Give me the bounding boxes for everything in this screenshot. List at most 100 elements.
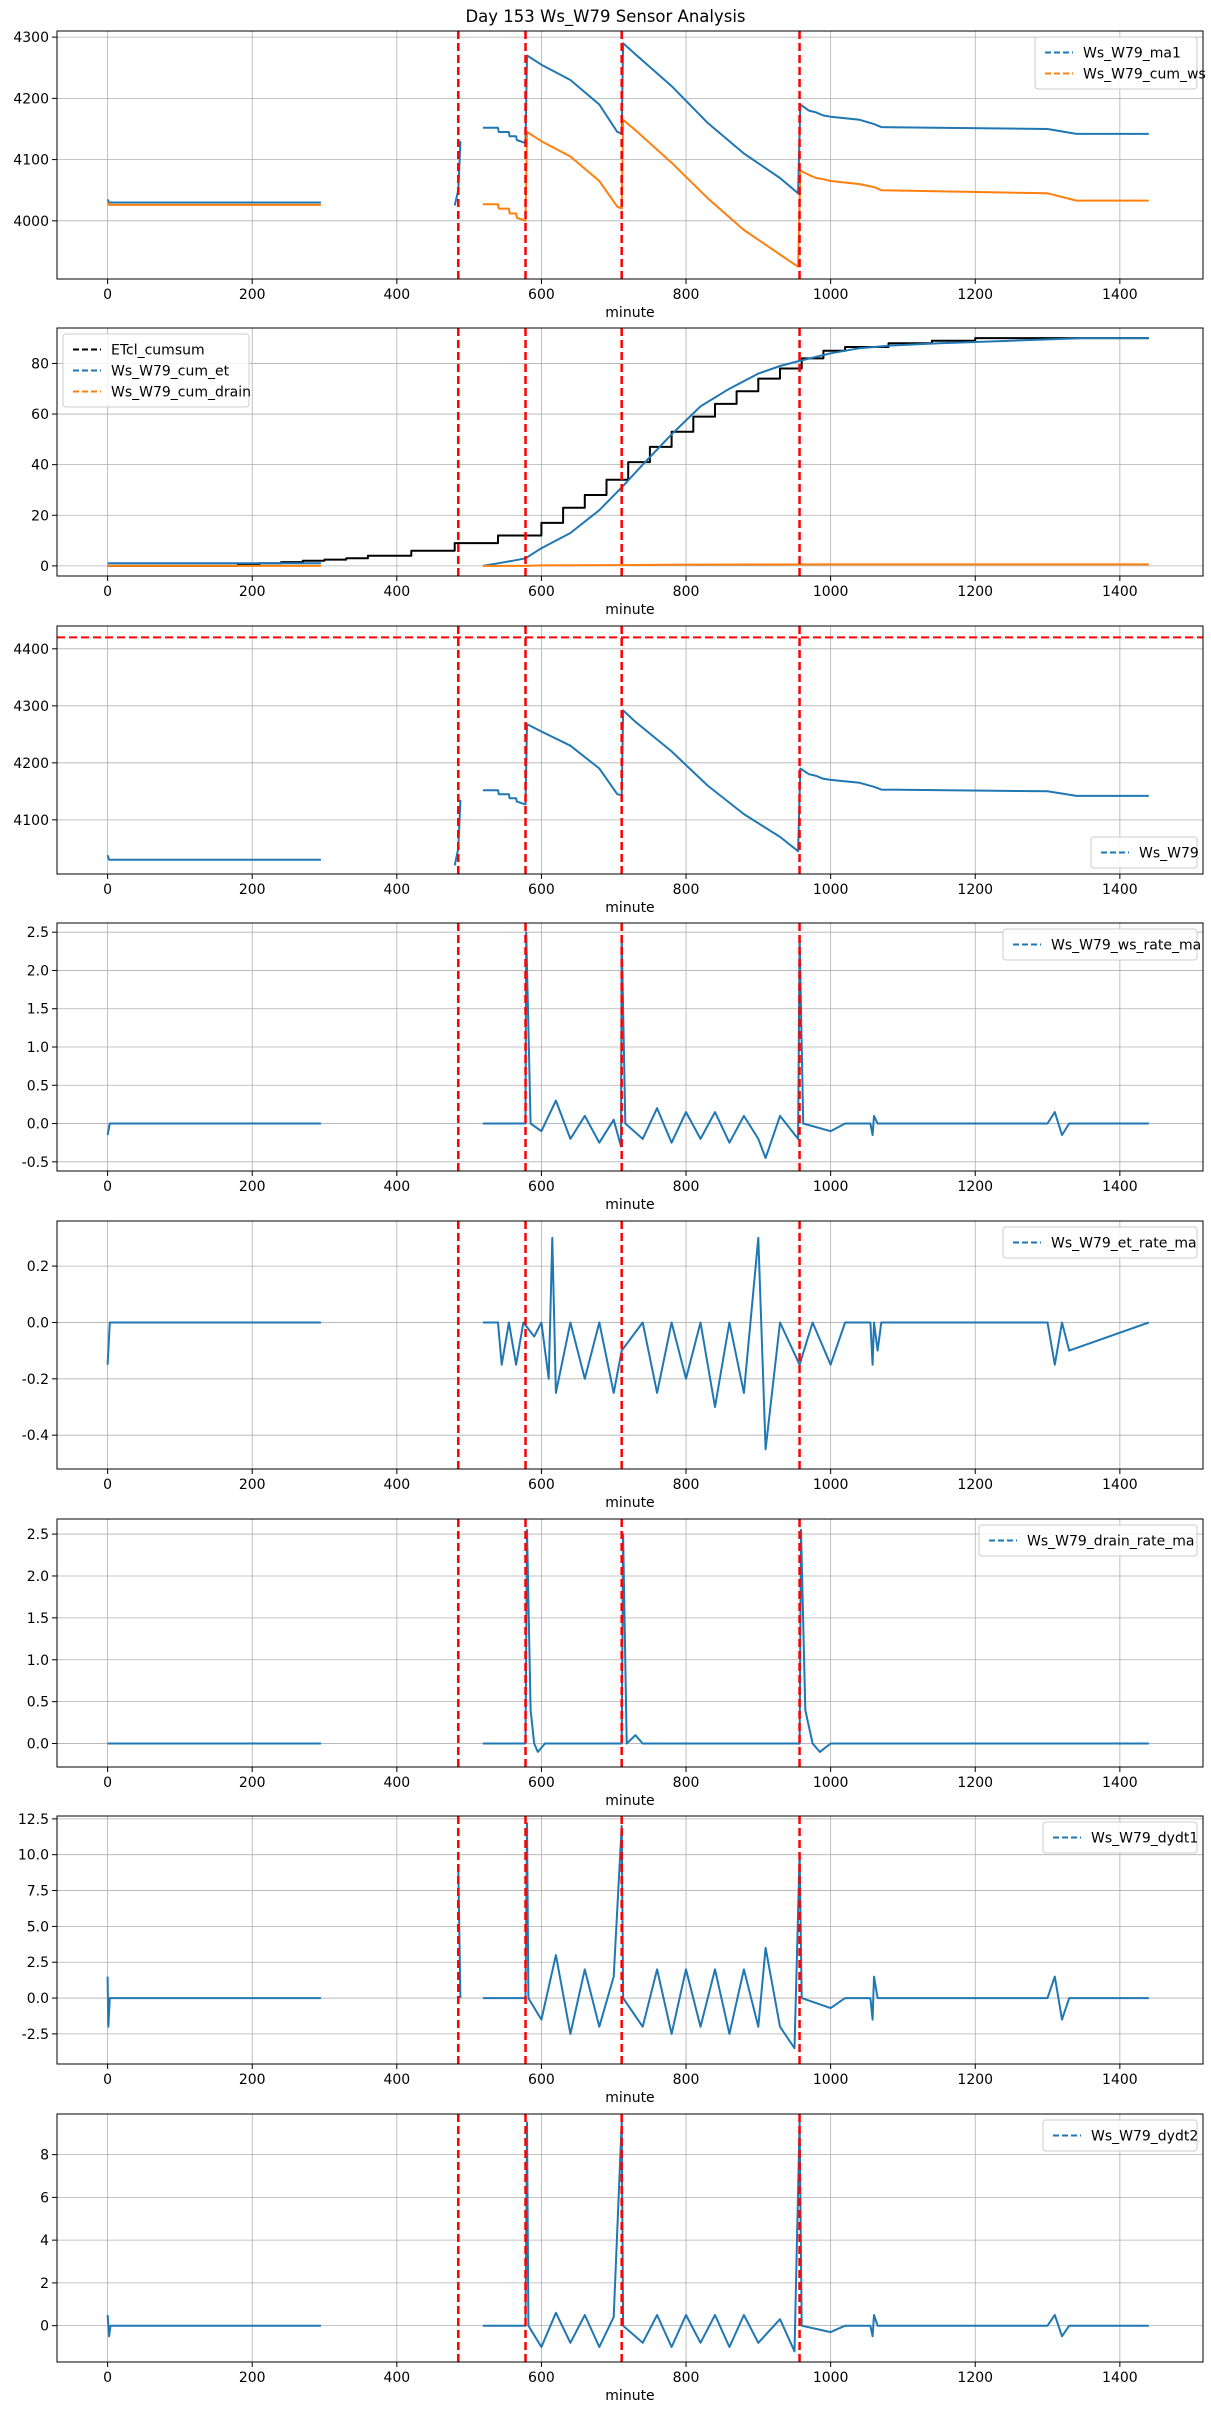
legend-entry: Ws_W79_cum_drain [111, 385, 251, 401]
series-line-Ws_W79_ws_rate_ma [106, 931, 1149, 1159]
x-tick-label: 0 [103, 1477, 112, 1493]
x-tick-label: 200 [239, 882, 266, 898]
x-tick-label: 400 [383, 1775, 410, 1791]
x-tick-label: 1400 [1102, 1775, 1138, 1791]
x-tick-label: 1000 [813, 584, 849, 600]
axes-frame [56, 1815, 1204, 2065]
subplot-4: 0 200 400 600 800 1000 1200 1400 -0.5 0.0 0.5 1.0 1.… [22, 922, 1204, 1213]
y-tick-label: 80 [31, 356, 49, 372]
x-tick-label: 600 [528, 1179, 555, 1195]
x-tick-label: 0 [103, 2072, 112, 2088]
y-tick-label: 4400 [13, 642, 49, 658]
legend-box [1002, 1226, 1198, 1259]
legend: Ws_W79 [1090, 836, 1199, 869]
y-tick-label: 2.5 [27, 1955, 49, 1971]
x-tick-label: 1200 [957, 1179, 993, 1195]
x-tick-label: 400 [383, 287, 410, 303]
y-tick-label: 2 [40, 2276, 49, 2292]
series-line-Ws_W79_dydt2 [106, 2121, 1149, 2353]
subplot-6: 0 200 400 600 800 1000 1200 1400 0.0 0.5 1.0 1.5 2.0… [27, 1518, 1204, 1809]
x-tick-label: 1000 [813, 1775, 849, 1791]
series-line-Ws_W79_et_rate_ma [106, 1236, 1150, 1451]
y-tick-label: 2.0 [27, 1569, 49, 1585]
axes-frame [56, 2113, 1204, 2363]
legend-entry: Ws_W79_dydt2 [1091, 2129, 1198, 2145]
y-tick-label: 0.0 [27, 1117, 49, 1133]
x-tick-label: 200 [239, 1179, 266, 1195]
subplot-2: 0 200 400 600 800 1000 1200 1400 0 20 40 60 80 minute… [31, 327, 1204, 618]
plot-area [106, 923, 1149, 1171]
x-axis-label: minute [605, 1197, 654, 1213]
y-tick-label: 0 [40, 2319, 49, 2335]
axes-frame [56, 30, 1204, 280]
x-tick-label: 600 [528, 882, 555, 898]
y-tick-label: 1.0 [27, 1653, 49, 1669]
series-line-Ws_W79_dydt1 [106, 1822, 1149, 2050]
legend-entry: Ws_W79_cum_et [111, 364, 230, 380]
legend-box [1042, 2119, 1198, 2152]
legend-box [62, 333, 250, 408]
x-tick-label: 200 [239, 2072, 266, 2088]
y-tick-label: 0 [40, 559, 49, 575]
series-line-Ws_W79 [106, 709, 1149, 866]
subplot-3: 0 200 400 600 800 1000 1200 1400 4100 4200 4300 440… [13, 625, 1204, 916]
x-tick-label: 600 [528, 1477, 555, 1493]
x-tick-label: 0 [103, 584, 112, 600]
y-tick-label: 4200 [13, 91, 49, 107]
y-tick-label: 0.5 [27, 1078, 49, 1094]
x-tick-label: 1400 [1102, 882, 1138, 898]
x-tick-label: 800 [673, 2370, 700, 2386]
x-tick-label: 1200 [957, 1477, 993, 1493]
y-tick-label: 2.0 [27, 963, 49, 979]
y-tick-label: 40 [31, 458, 49, 474]
y-tick-label: 8 [40, 2148, 49, 2164]
x-tick-label: 800 [673, 2072, 700, 2088]
x-tick-label: 400 [383, 2370, 410, 2386]
legend: Ws_W79_ws_rate_ma [1002, 928, 1201, 961]
x-tick-label: 1400 [1102, 1179, 1138, 1195]
x-tick-label: 1400 [1102, 584, 1138, 600]
legend: Ws_W79_dydt1 [1042, 1821, 1198, 1854]
x-tick-label: 1200 [957, 1775, 993, 1791]
x-tick-label: 200 [239, 287, 266, 303]
legend-box [1090, 836, 1198, 869]
y-tick-label: 4100 [13, 813, 49, 829]
subplot-8: 0 200 400 600 800 1000 1200 1400 0 2 4 6 8 minute Ws_W… [40, 2113, 1204, 2404]
y-tick-label: 0.0 [27, 1737, 49, 1753]
legend: Ws_W79_dydt2 [1042, 2119, 1198, 2152]
x-tick-label: 1000 [813, 287, 849, 303]
axes-frame [56, 625, 1204, 875]
y-tick-label: 1.0 [27, 1040, 49, 1056]
x-tick-label: 400 [383, 584, 410, 600]
y-tick-label: 12.5 [18, 1812, 49, 1828]
legend-entry: Ws_W79_drain_rate_ma [1027, 1534, 1194, 1550]
y-tick-label: 4 [40, 2233, 49, 2249]
y-tick-label: 4000 [13, 214, 49, 230]
axes-frame [56, 327, 1204, 577]
subplot-5: 0 200 400 600 800 1000 1200 1400 -0.4 -0.2 0.0 0.2 m… [22, 1220, 1204, 1511]
legend-box [1042, 1821, 1198, 1854]
y-tick-label: 0.2 [27, 1259, 49, 1275]
x-tick-label: 1400 [1102, 287, 1138, 303]
legend: Ws_W79_ma1 Ws_W79_cum_ws [1034, 36, 1206, 90]
x-tick-label: 600 [528, 584, 555, 600]
y-tick-label: 4100 [13, 153, 49, 169]
x-tick-label: 400 [383, 2072, 410, 2088]
x-tick-label: 1200 [957, 2370, 993, 2386]
x-tick-label: 800 [673, 1477, 700, 1493]
series-line-Ws_W79_cum_et [107, 337, 1149, 567]
x-axis-label: minute [605, 2388, 654, 2404]
plot-area [106, 1221, 1150, 1469]
y-tick-label: 5.0 [27, 1919, 49, 1935]
x-tick-label: 600 [528, 287, 555, 303]
axes-frame [56, 1220, 1204, 1470]
y-tick-label: 6 [40, 2190, 49, 2206]
y-tick-label: 60 [31, 407, 49, 423]
y-tick-label: 7.5 [27, 1884, 49, 1900]
x-tick-label: 200 [239, 584, 266, 600]
legend: Ws_W79_drain_rate_ma [978, 1524, 1198, 1557]
x-tick-label: 1000 [813, 1477, 849, 1493]
plot-area [107, 328, 1149, 576]
subplot-1: 0 200 400 600 800 1000 1200 1400 4000 4100 4200 430… [13, 30, 1205, 321]
